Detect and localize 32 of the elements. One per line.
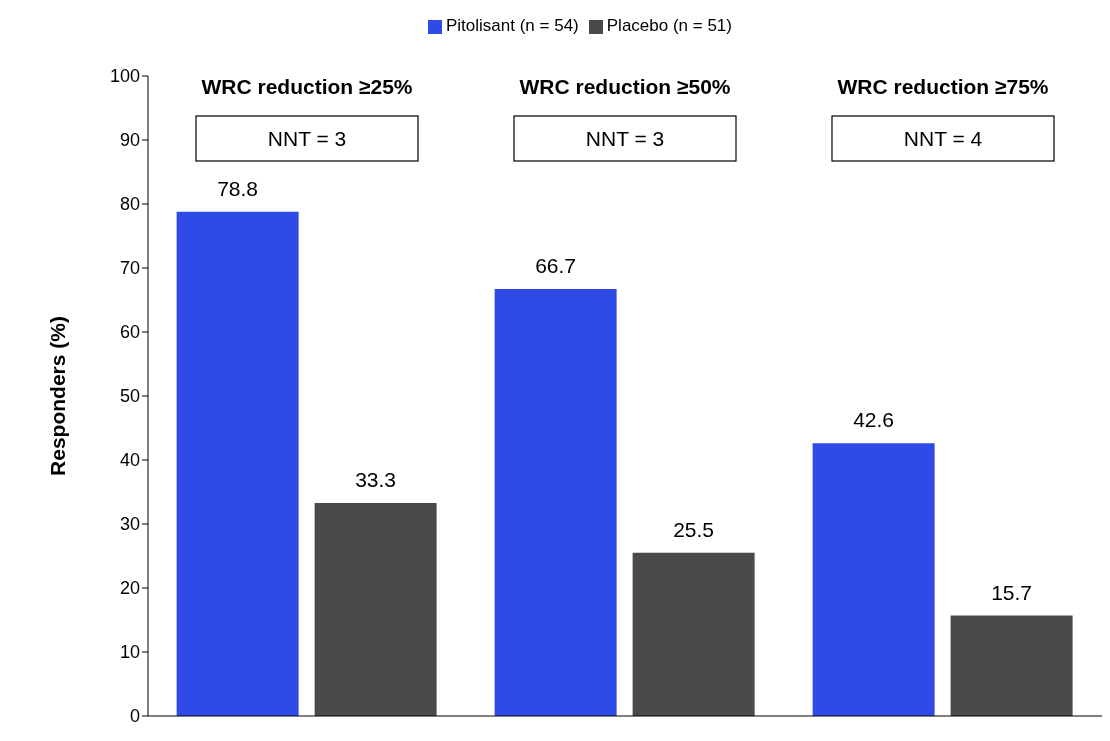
y-tick-label: 10 (119, 642, 140, 663)
y-tick-label: 70 (119, 258, 140, 279)
bar (176, 211, 299, 716)
x-tick-label: WRC reduction ≥75% (837, 75, 1049, 98)
data-label: 33.3 (355, 467, 397, 491)
bar (314, 502, 437, 716)
y-tick-label: 80 (119, 194, 140, 215)
data-label: 78.8 (217, 176, 259, 200)
x-tick-label: WRC reduction ≥50% (519, 75, 731, 98)
data-label: 15.7 (991, 580, 1033, 604)
annotation: NNT = 3 (267, 127, 347, 150)
bar (950, 615, 1073, 716)
bar (494, 289, 617, 716)
bar (632, 552, 755, 716)
y-tick-label: 100 (109, 66, 140, 87)
y-tick-label: 50 (119, 386, 140, 407)
y-tick-label: 40 (119, 450, 140, 471)
annotation: NNT = 3 (585, 127, 665, 150)
annotation: NNT = 4 (903, 127, 983, 150)
legend-label: Placebo (n = 51) (606, 16, 732, 35)
data-label: 66.7 (535, 254, 577, 278)
y-tick-label: 60 (119, 322, 140, 343)
y-tick-label: 90 (119, 130, 140, 151)
data-label: 42.6 (853, 408, 895, 432)
y-tick-label: 30 (119, 514, 140, 535)
y-tick-label: 0 (129, 706, 140, 727)
y-axis-title: Responders (%) (46, 316, 70, 476)
y-tick-label: 20 (119, 578, 140, 599)
bar (812, 443, 935, 716)
data-label: 25.5 (673, 517, 715, 541)
x-tick-label: WRC reduction ≥25% (201, 75, 413, 98)
legend-label: Pitolisant (n = 54) (446, 16, 579, 35)
